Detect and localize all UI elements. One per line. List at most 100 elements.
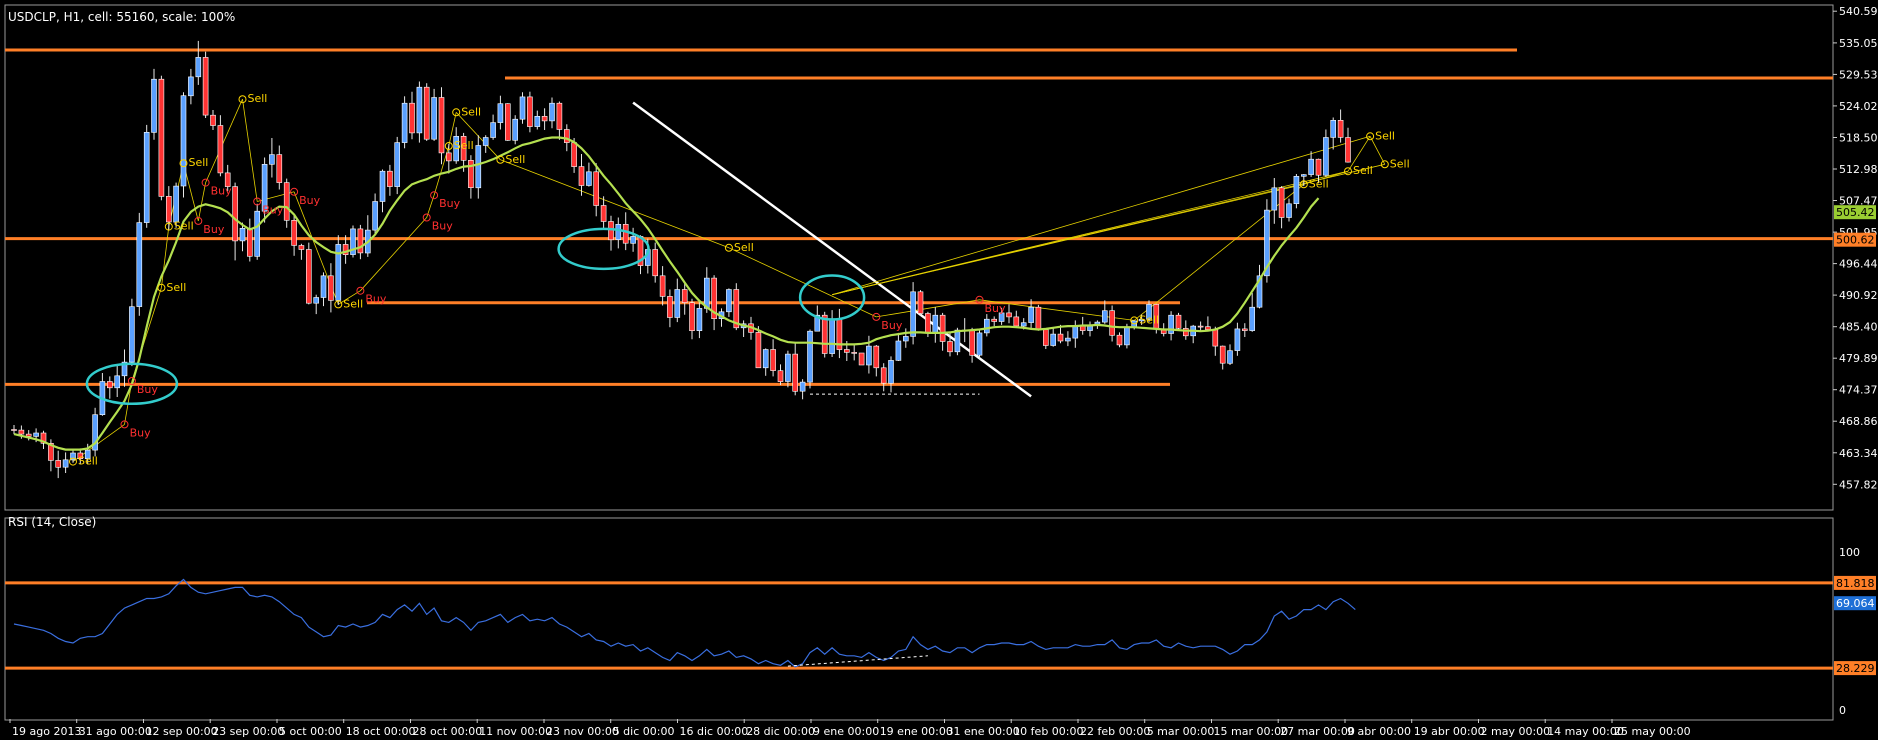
candle-up — [998, 312, 1005, 322]
candle-down — [217, 125, 224, 174]
candle-down — [298, 245, 305, 250]
signal-marker — [194, 216, 203, 225]
candle-down — [1242, 328, 1248, 331]
candle-down — [770, 349, 776, 371]
annotation-ellipse — [798, 274, 866, 321]
candle-up — [888, 360, 894, 384]
signal-label: Buy — [130, 426, 152, 439]
candle-down — [423, 86, 430, 140]
signal-link — [876, 299, 980, 318]
candle-up — [807, 330, 813, 383]
candle-up — [829, 318, 835, 354]
candle-down — [25, 433, 32, 437]
candle-up — [976, 332, 983, 356]
price-tick-label: 535.05 — [1839, 37, 1878, 50]
candle-up — [1138, 318, 1145, 322]
candle-up — [866, 345, 872, 366]
candle-up — [932, 314, 939, 333]
candle-up — [416, 86, 423, 134]
signal-label: Sell — [505, 153, 525, 166]
candle-up — [814, 314, 821, 332]
candle-up — [151, 78, 157, 133]
candle-down — [622, 224, 629, 244]
signal-label: Sell — [343, 297, 363, 310]
price-tick-label: 540.59 — [1839, 5, 1878, 18]
candle-up — [1286, 203, 1292, 218]
candle-up — [490, 122, 496, 138]
signal-marker — [356, 286, 365, 295]
candle-down — [166, 196, 172, 223]
time-tick-label: 9 abr 00:00 — [1347, 725, 1411, 738]
candle-down — [387, 170, 393, 187]
candle-up — [195, 57, 202, 78]
candle-down — [969, 330, 975, 356]
candle-up — [586, 171, 592, 186]
signal-link — [360, 217, 427, 291]
time-tick-label: 18 oct 00:00 — [346, 725, 416, 738]
signal-link — [1303, 170, 1349, 185]
candle-up — [372, 201, 378, 231]
candle-up — [180, 95, 187, 187]
candle-down — [925, 313, 931, 333]
candle-up — [902, 336, 909, 342]
candle-up — [1256, 275, 1263, 308]
time-tick-label: 16 dic 00:00 — [680, 725, 749, 738]
candle-down — [357, 228, 364, 254]
candle-up — [453, 136, 460, 162]
candle-up — [785, 353, 791, 382]
moving-average — [13, 136, 1320, 451]
time-tick-label: 5 dic 00:00 — [613, 725, 675, 738]
signal-link — [242, 99, 258, 202]
candle-down — [593, 171, 600, 206]
candle-down — [652, 249, 659, 277]
signal-label: Buy — [203, 223, 225, 236]
candle-down — [283, 182, 290, 221]
candle-up — [136, 222, 143, 307]
candle-down — [571, 142, 577, 167]
candle-up — [534, 116, 541, 127]
candle-up — [1102, 310, 1108, 323]
rsi-current-label: 69.064 — [1836, 597, 1875, 610]
signal-label: Buy — [985, 302, 1007, 315]
candle-down — [77, 452, 84, 459]
candle-up — [1146, 304, 1152, 320]
price-tick-label: 529.53 — [1839, 68, 1878, 81]
signal-marker — [127, 377, 136, 385]
signal-marker — [872, 312, 881, 321]
candle-up — [696, 308, 703, 331]
candle-down — [1175, 314, 1182, 329]
time-tick-label: 19 abr 00:00 — [1414, 725, 1485, 738]
signal-label: Buy — [439, 197, 461, 210]
candle-down — [1109, 310, 1115, 336]
candle-down — [158, 78, 165, 197]
time-tick-label: 27 mar 00:00 — [1280, 725, 1355, 738]
price-tick-label: 463.34 — [1839, 447, 1878, 460]
candle-up — [1301, 174, 1307, 177]
candle-up — [615, 224, 622, 241]
annotation-ellipse — [85, 362, 179, 406]
time-tick-label: 28 dic 00:00 — [746, 725, 815, 738]
signal-marker — [724, 243, 733, 252]
annotation-circles — [85, 227, 866, 406]
candle-down — [681, 289, 688, 303]
signal-marker — [1366, 132, 1375, 141]
candle-down — [18, 429, 25, 435]
candle-down — [1205, 326, 1211, 330]
signal-marker — [238, 95, 247, 104]
candle-down — [1006, 312, 1012, 318]
signal-label: Buy — [211, 185, 233, 198]
signal-label: Buy — [262, 204, 284, 217]
candle-down — [1013, 316, 1020, 327]
time-tick-label: 23 sep 00:00 — [212, 725, 284, 738]
price-marker-label: 505.42 — [1836, 206, 1875, 219]
candle-up — [895, 340, 902, 361]
signal-marker — [69, 457, 77, 466]
rsi-title: RSI (14, Close) — [8, 515, 96, 529]
candle-down — [821, 314, 828, 354]
candle-up — [1168, 314, 1174, 334]
candle-down — [445, 152, 452, 162]
candle-down — [107, 381, 113, 389]
candle-up — [726, 289, 732, 313]
candle-down — [438, 97, 445, 154]
